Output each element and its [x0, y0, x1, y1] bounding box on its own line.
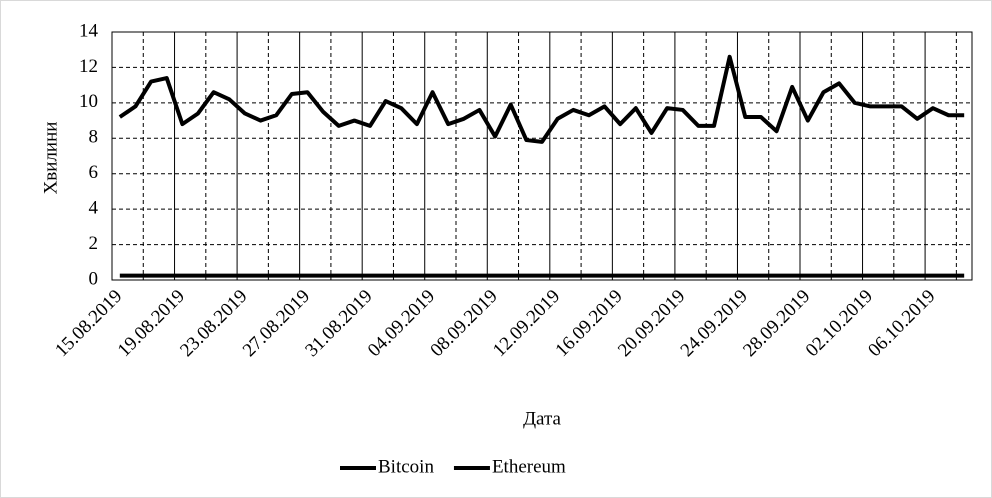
y-tick-label: 2 [89, 233, 99, 254]
series-line [118, 54, 965, 144]
y-tick-label: 14 [79, 20, 99, 41]
legend-label: Ethereum [492, 456, 566, 477]
y-tick-label: 4 [89, 198, 99, 219]
y-tick-label: 10 [79, 91, 98, 112]
x-axis-title: Дата [523, 408, 561, 429]
y-tick-label: 12 [79, 56, 98, 77]
y-tick-label: 8 [89, 127, 99, 148]
y-axis-title: Хвилини [40, 122, 61, 195]
plot-frame [111, 31, 973, 281]
legend-label: Bitcoin [378, 456, 434, 477]
y-tick-label: 0 [89, 268, 99, 289]
y-tick-label: 6 [89, 162, 99, 183]
